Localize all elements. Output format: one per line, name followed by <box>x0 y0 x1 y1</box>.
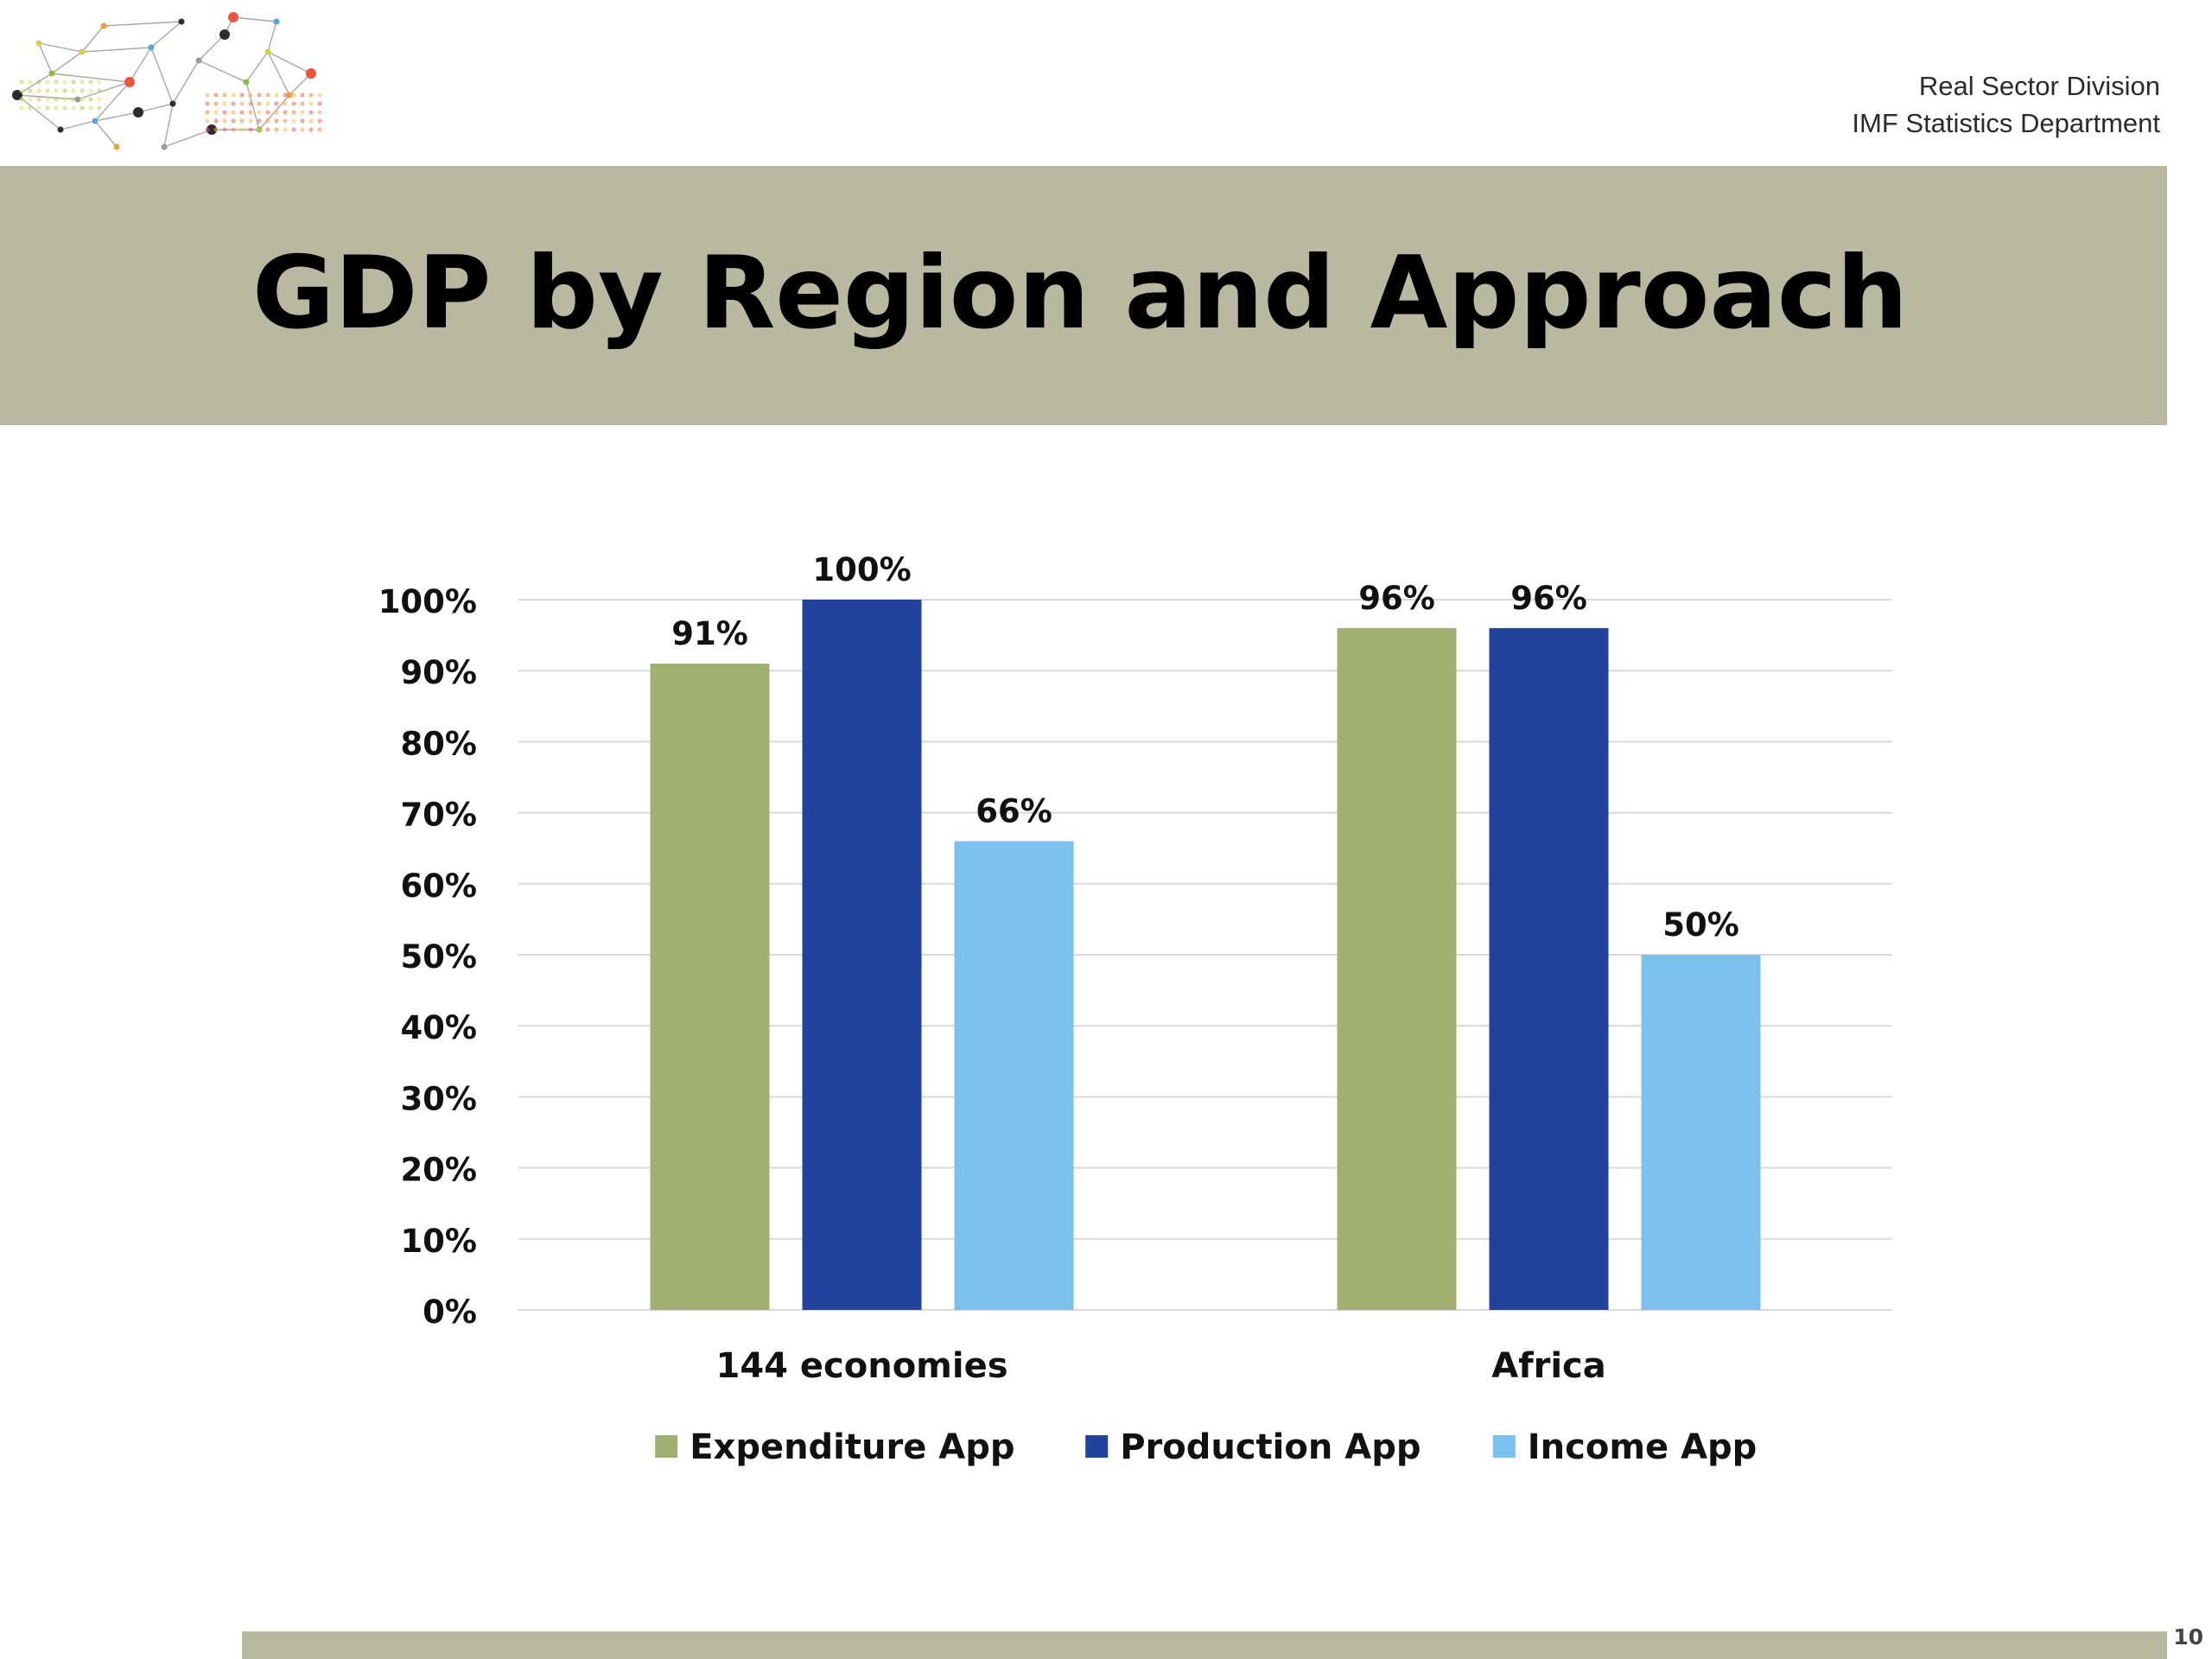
bar <box>1489 627 1609 1310</box>
y-tick-label: 20% <box>400 1152 477 1189</box>
organization-header: Real Sector Division IMF Statistics Depa… <box>1852 67 2160 142</box>
data-label: 50% <box>1662 906 1739 944</box>
legend-swatch <box>655 1435 678 1458</box>
legend-swatch <box>1085 1435 1109 1458</box>
data-label: 96% <box>1358 580 1435 617</box>
department-name: IMF Statistics Department <box>1852 108 2160 138</box>
bar <box>802 600 922 1310</box>
y-tick-label: 50% <box>400 938 477 976</box>
y-tick-label: 10% <box>400 1223 477 1260</box>
bar <box>954 841 1074 1310</box>
y-tick-label: 70% <box>400 797 477 834</box>
x-category-label: 144 economies <box>715 1346 1007 1386</box>
bar <box>650 663 770 1310</box>
footer-band <box>242 1631 2167 1659</box>
page-title: GDP by Region and Approach <box>252 235 1909 352</box>
y-tick-label: 90% <box>400 654 477 691</box>
data-label: 100% <box>812 551 911 588</box>
title-band <box>0 166 2167 425</box>
y-tick-label: 0% <box>423 1294 477 1331</box>
bar <box>1641 955 1761 1310</box>
y-tick-label: 100% <box>378 583 477 620</box>
network-dots-logo <box>12 12 322 150</box>
data-label: 91% <box>671 615 748 652</box>
data-label: 66% <box>976 792 1052 830</box>
legend-label: Production App <box>1120 1427 1421 1467</box>
page-number: 10 <box>2173 1624 2203 1649</box>
bar <box>1337 627 1457 1310</box>
y-tick-label: 30% <box>400 1080 477 1117</box>
legend-label: Income App <box>1528 1427 1758 1467</box>
y-tick-label: 80% <box>400 725 477 762</box>
x-category-label: Africa <box>1491 1346 1606 1386</box>
y-tick-label: 40% <box>400 1009 477 1046</box>
data-label: 96% <box>1510 580 1587 617</box>
legend-swatch <box>1492 1435 1516 1458</box>
legend-label: Expenditure App <box>690 1427 1014 1467</box>
y-tick-label: 60% <box>400 868 477 905</box>
division-name: Real Sector Division <box>1918 71 2160 101</box>
